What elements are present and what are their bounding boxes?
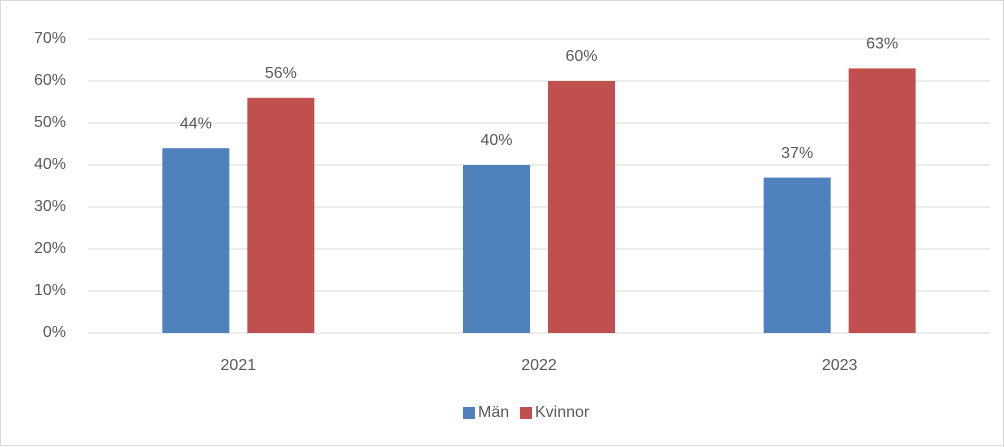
bar [548, 81, 615, 333]
bar [162, 148, 230, 333]
y-tick-label: 30% [34, 198, 66, 215]
x-tick-label: 2021 [221, 357, 257, 374]
bar [763, 177, 831, 333]
y-tick-label: 20% [34, 240, 66, 257]
data-label: 37% [781, 145, 813, 162]
y-tick-label: 10% [34, 282, 66, 299]
legend-label: Män [478, 404, 509, 421]
bar [463, 165, 530, 333]
data-label: 56% [265, 65, 297, 82]
data-label: 63% [866, 36, 898, 53]
legend-label: Kvinnor [535, 404, 590, 421]
x-tick-label: 2023 [822, 357, 858, 374]
legend-swatch [463, 407, 475, 419]
y-tick-label: 40% [34, 156, 66, 173]
x-tick-label: 2022 [521, 357, 557, 374]
data-label: 60% [565, 48, 597, 65]
data-label: 44% [180, 115, 212, 132]
bar [247, 97, 315, 333]
y-tick-label: 60% [34, 72, 66, 89]
data-label: 40% [480, 132, 512, 149]
bar [848, 68, 916, 334]
y-tick-label: 70% [34, 30, 66, 47]
y-tick-label: 0% [43, 324, 66, 341]
legend-swatch [520, 407, 532, 419]
y-tick-label: 50% [34, 114, 66, 131]
